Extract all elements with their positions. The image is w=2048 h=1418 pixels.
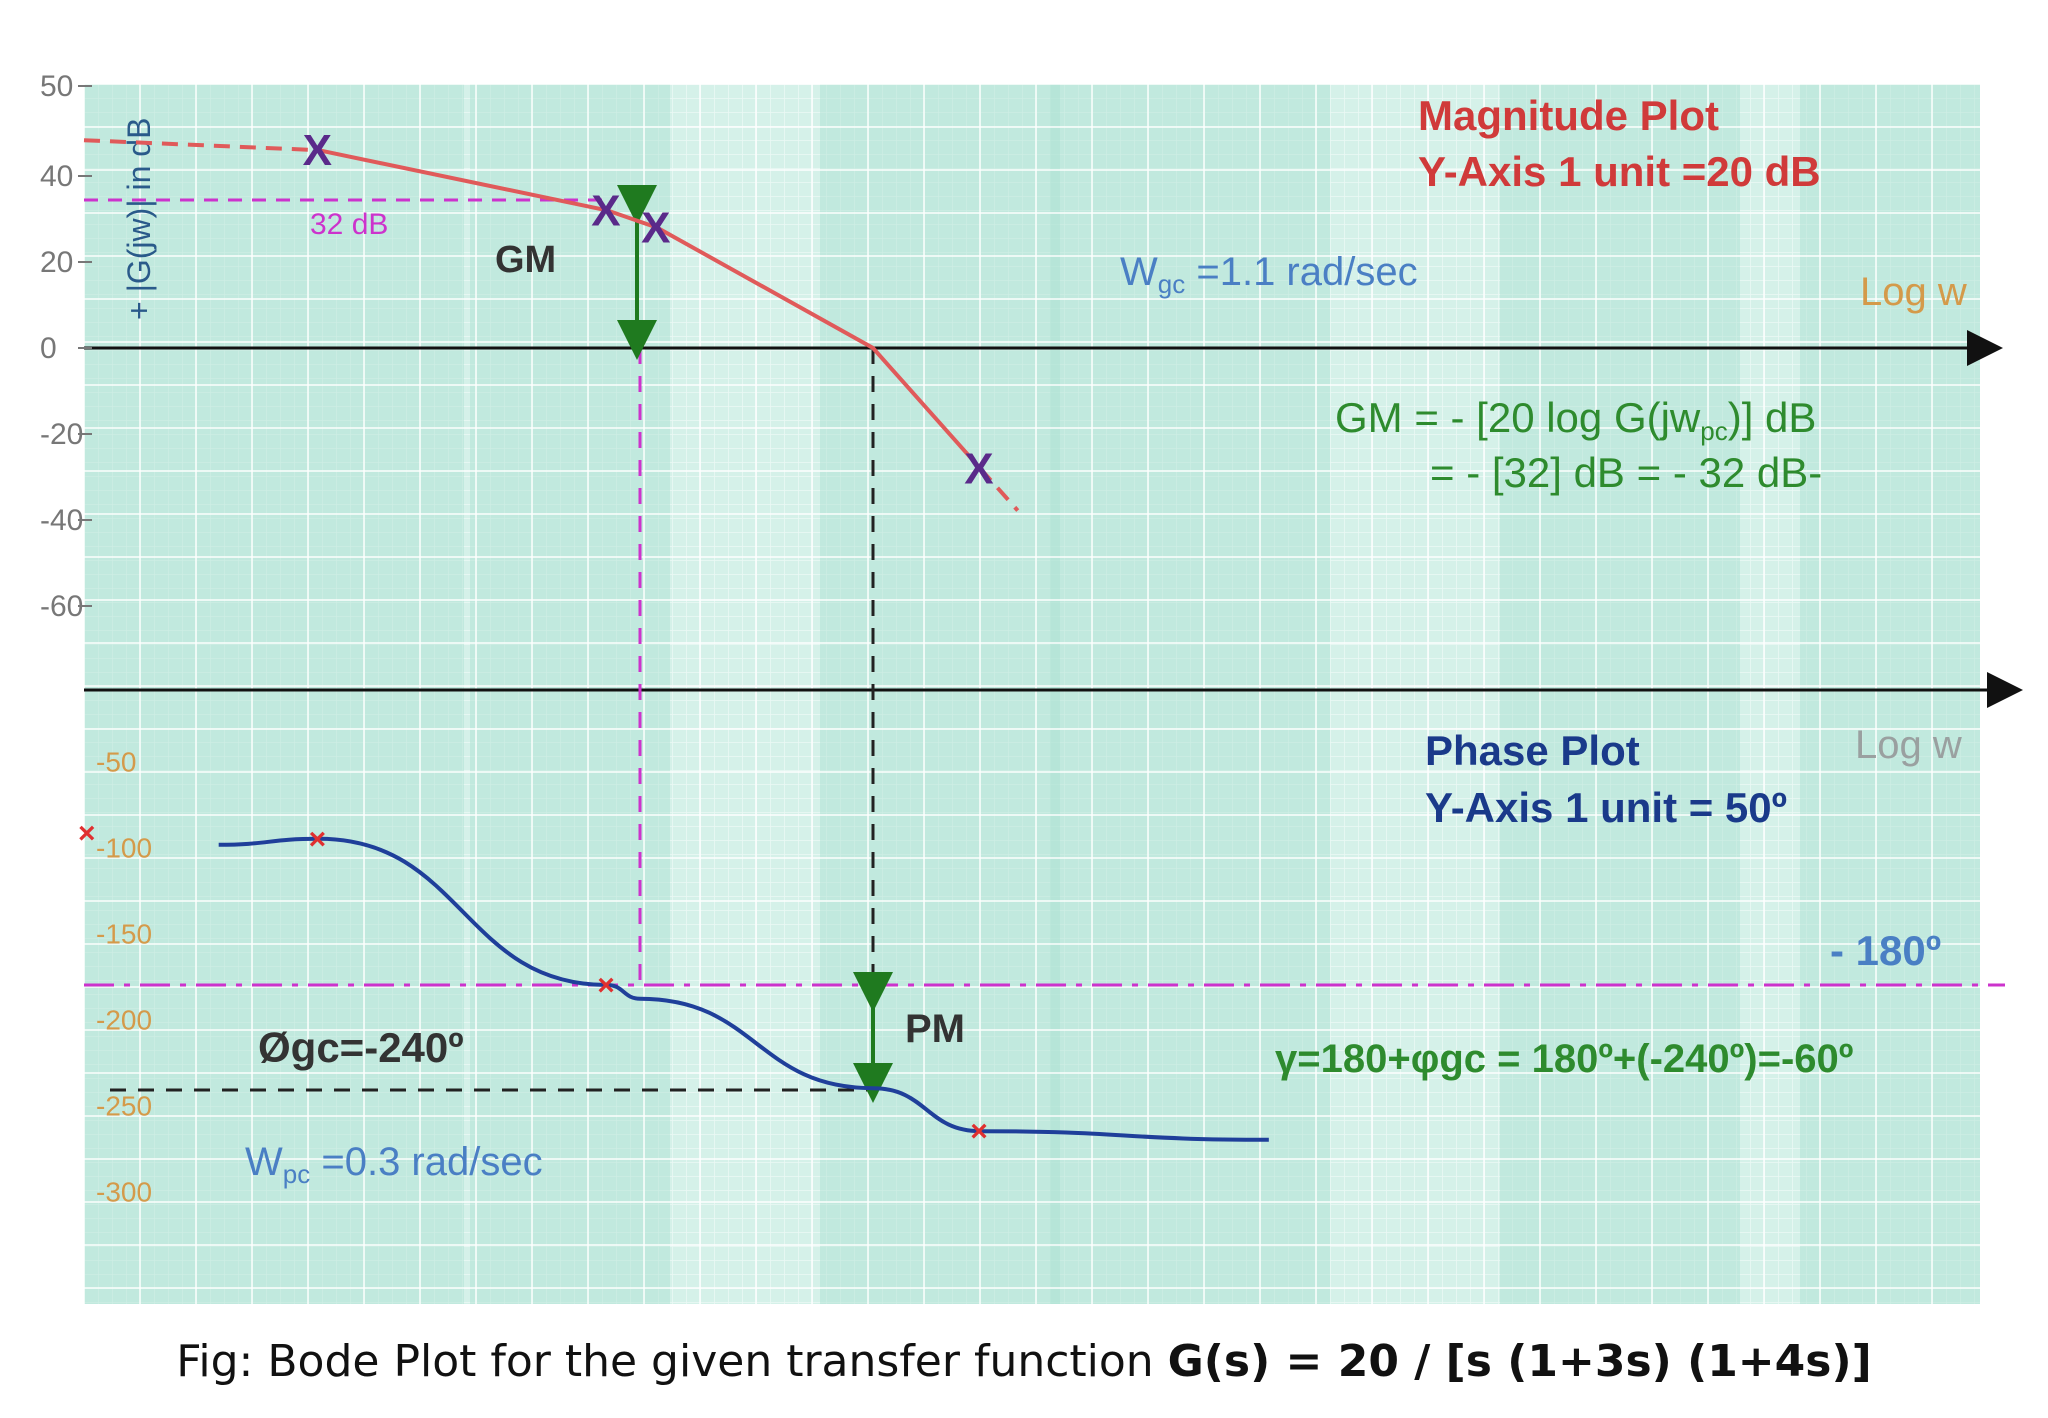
level-32db-label: 32 dB [310,208,388,241]
gain-crossover-label: Wgc =1.1 rad/sec [1120,250,1418,299]
magnitude-scale-note: Y-Axis 1 unit =20 dB [1418,148,1821,195]
magnitude-break-marker: X [303,126,332,175]
phase-break-marker: × [78,817,96,850]
magnitude-curve [318,148,982,470]
magnitude-curve-extension [978,467,1020,512]
phase-tick-label: -250 [96,1090,152,1121]
phase-tick-label: -50 [96,746,136,777]
gamma-equation: γ=180+φgc = 180º+(-240º)=-60º [1275,1037,1853,1081]
magnitude-tick-label: -20 [40,418,83,451]
magnitude-tick-label: -60 [40,590,83,623]
phase-tick-label: -150 [96,918,152,949]
minus-180-label: - 180º [1830,927,1941,974]
gm-equation-line2: = - [32] dB = - 32 dB- [1430,449,1822,496]
magnitude-break-marker: X [964,444,993,493]
phase-break-marker: × [309,823,327,856]
magnitude-break-marker: X [641,204,670,253]
phase-tick-label: -200 [96,1004,152,1035]
magnitude-tick-label: 50 [40,70,73,103]
phase-y-ticks: -50 -100 -150 -200 -250 -300 [96,746,152,1207]
pm-label: PM [905,1007,965,1051]
magnitude-break-marker: X [591,186,620,235]
gm-label: GM [495,239,556,281]
phase-tick-label: -100 [96,832,152,863]
magnitude-y-ticks: 50 40 20 0 -20 -40 -60 [40,70,92,623]
magnitude-x-axis-label: Log w [1860,270,1967,314]
phase-scale-note: Y-Axis 1 unit = 50º [1425,784,1787,831]
grid-band [1500,84,1740,1304]
phase-crossover-label: Wpc =0.3 rad/sec [245,1140,543,1189]
magnitude-tick-label: 0 [40,332,57,365]
magnitude-tick-label: -40 [40,504,83,537]
phase-curve [218,836,1269,1142]
phase-tick-label: -300 [96,1176,152,1207]
bode-plot: 50 40 20 0 -20 -40 -60 -50 -100 -150 -200 -250 -300… [40,70,2023,1304]
magnitude-plot-title: Magnitude Plot [1418,92,1719,139]
magnitude-tick-label: 20 [40,246,73,279]
grid-band [1050,84,1330,1304]
phase-plot-title: Phase Plot [1425,727,1640,774]
gm-equation-line1: GM = - [20 log G(jwpc)] dB [1335,394,1816,446]
magnitude-y-axis-label: + |G(jw)| in dB [121,118,157,320]
phase-break-marker: × [970,1115,988,1148]
grid-band [84,84,464,1304]
phase-x-axis-label: Log w [1855,723,1962,767]
phase-break-marker: × [597,969,615,1002]
grid-background [83,83,1980,1304]
figure-caption: Fig: Bode Plot for the given transfer fu… [176,1336,1872,1387]
magnitude-tick-label: 40 [40,160,73,193]
grid-band [1800,84,1980,1304]
magnitude-curve-extension-left [83,138,319,153]
phi-gc-label: Øgc=-240º [258,1024,464,1071]
